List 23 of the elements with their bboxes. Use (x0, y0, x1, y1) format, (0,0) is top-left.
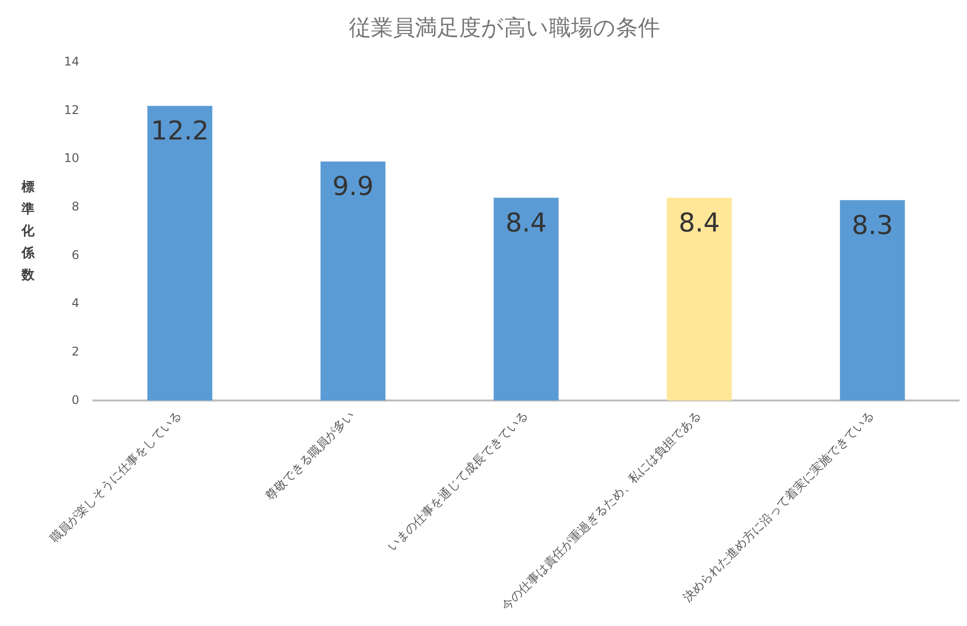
chart-title: 従業員満足度が高い職場の条件 (349, 16, 660, 41)
bar (320, 161, 386, 401)
x-tick-label: 尊敬できる職員が多い (262, 408, 358, 503)
data-label: 8.4 (678, 208, 720, 238)
x-tick-label: 職員が楽しそうに仕事をしている (46, 408, 184, 546)
y-tick-label: 6 (72, 248, 80, 262)
bar (147, 106, 212, 401)
y-tick-label: 0 (72, 392, 80, 407)
bar (666, 198, 732, 401)
data-label: 12.2 (150, 116, 209, 147)
y-tick-label: 12 (64, 102, 80, 117)
data-label: 8.4 (505, 208, 547, 238)
data-label: 8.3 (852, 210, 894, 241)
y-tick-label: 14 (64, 54, 80, 69)
y-tick-label: 10 (64, 151, 80, 166)
bar (494, 198, 559, 401)
data-label: 9.9 (332, 172, 374, 202)
y-axis-title: 標準化係数 (20, 180, 36, 283)
y-tick-label: 4 (72, 296, 80, 310)
y-tick-label: 2 (72, 344, 80, 358)
bar (840, 200, 905, 401)
x-tick-label: いまの仕事を通じて成長できている (384, 408, 530, 554)
y-tick-label: 8 (72, 199, 80, 214)
